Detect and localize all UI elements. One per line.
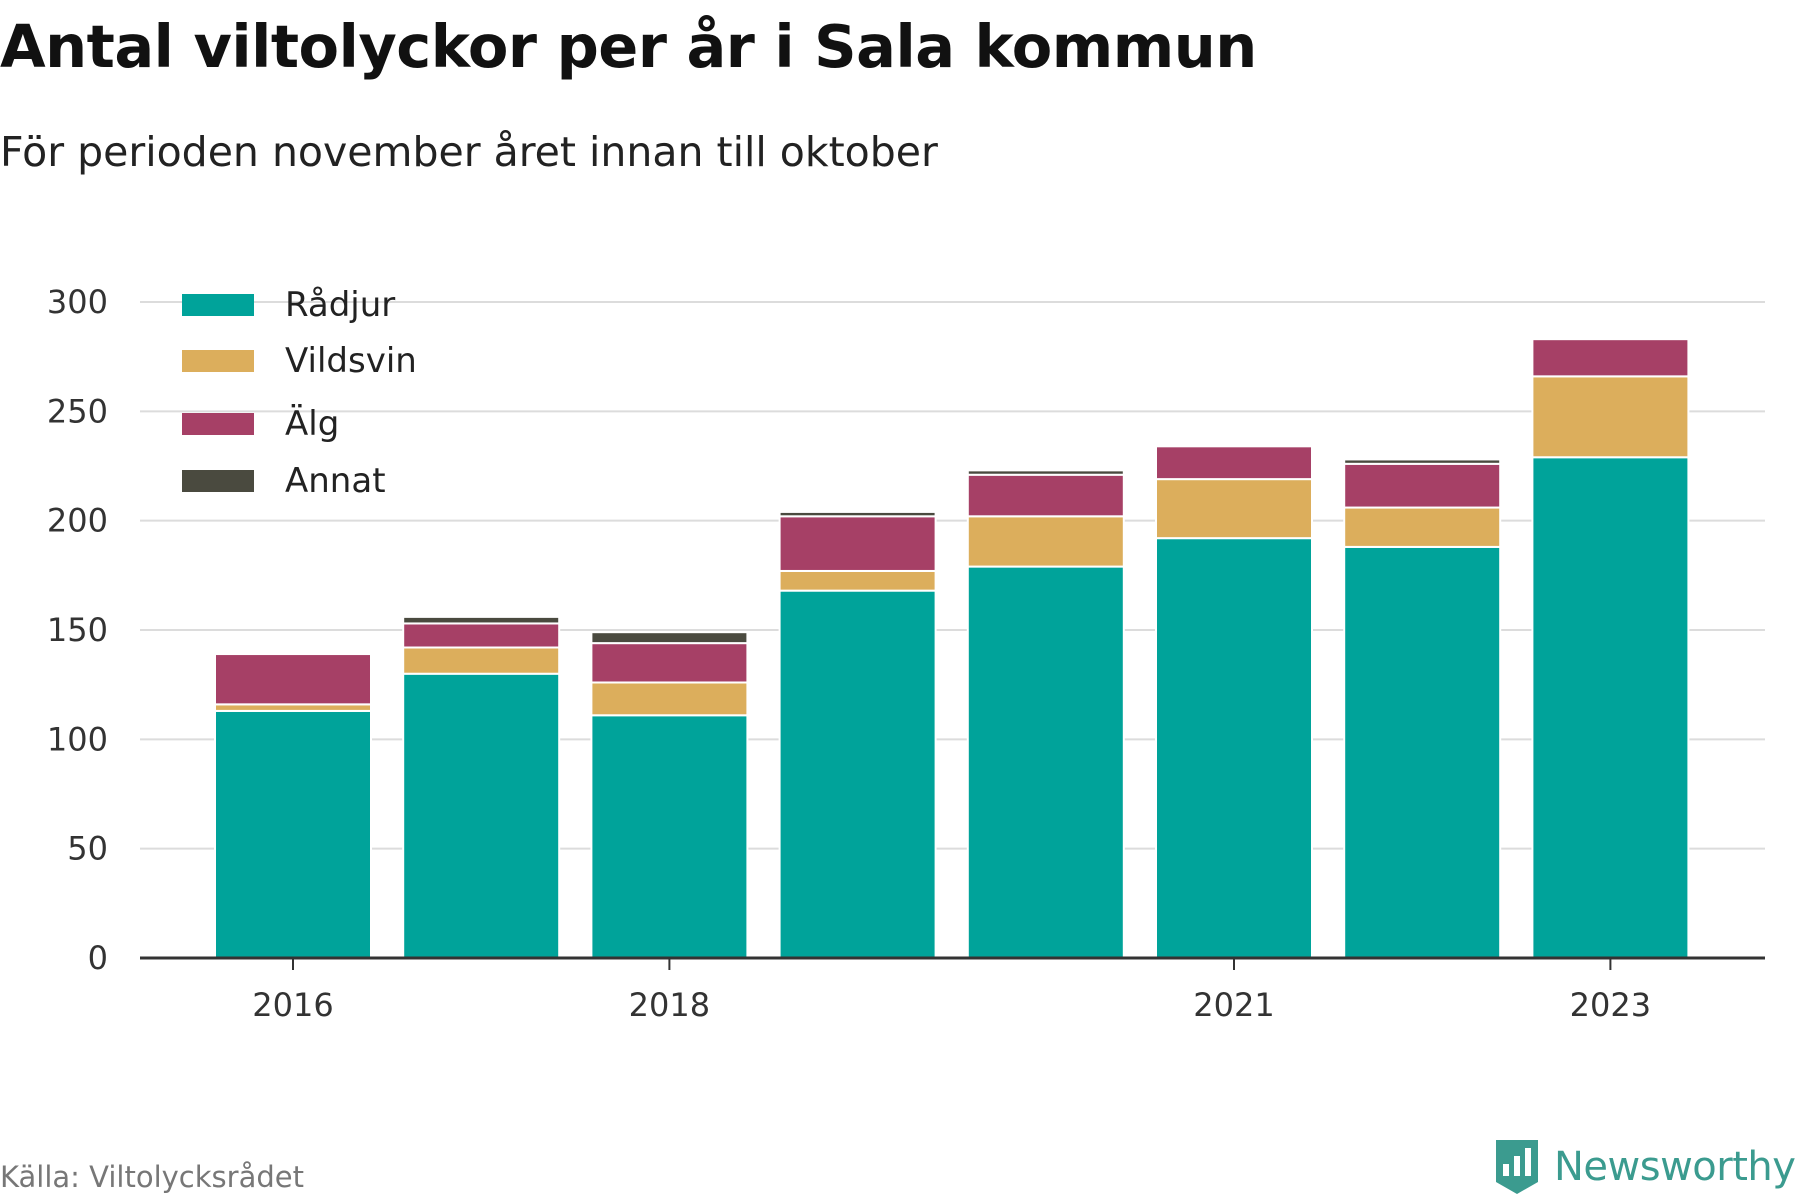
brand-name: Newsworthy xyxy=(1554,1144,1796,1190)
bar-segment xyxy=(1343,506,1502,548)
gridlines xyxy=(140,301,1765,850)
bar-segment xyxy=(1531,375,1690,459)
bar-segment xyxy=(1155,478,1313,540)
bar-segment xyxy=(778,515,937,572)
bar-segment xyxy=(1343,545,1502,959)
y-tick-label: 300 xyxy=(47,283,108,321)
legend-label: Rådjur xyxy=(285,285,395,325)
source-note: Källa: Viltolycksrådet xyxy=(0,1160,304,1194)
bars xyxy=(214,338,1690,960)
legend-swatch xyxy=(182,294,254,316)
bar-segment xyxy=(402,672,561,959)
y-tick-label: 150 xyxy=(47,611,108,649)
legend-swatch xyxy=(182,350,254,372)
x-tick-label: 2021 xyxy=(1193,986,1274,1024)
y-tick-label: 200 xyxy=(47,502,108,540)
bar-segment xyxy=(402,615,561,625)
axes: 0 50 100 150 200 250 300 2016 2018 2021 2023 xyxy=(47,283,1765,1024)
y-tick-label: 100 xyxy=(47,720,108,758)
bar-segment xyxy=(1531,456,1690,959)
bar-segment xyxy=(590,631,749,645)
bar-segment xyxy=(214,653,372,706)
y-tick-label: 250 xyxy=(47,392,108,430)
y-tick-label: 50 xyxy=(67,830,108,868)
bar-segment xyxy=(778,569,937,592)
legend-swatch xyxy=(182,413,254,435)
bar-segment xyxy=(778,510,937,518)
bar-segment xyxy=(590,642,749,684)
bar-segment xyxy=(966,515,1125,568)
legend-label: Älg xyxy=(285,404,339,444)
bar-segment xyxy=(1343,458,1502,465)
bar-segment xyxy=(1155,537,1313,959)
bar-segment xyxy=(966,473,1125,518)
chart-subtitle: För perioden november året innan till ok… xyxy=(0,128,938,176)
bar-segment xyxy=(1155,445,1313,481)
bar-segment xyxy=(966,565,1125,959)
brand-logo: Newsworthy xyxy=(1492,1138,1796,1196)
legend-label: Annat xyxy=(285,461,386,501)
bar-segment xyxy=(1343,462,1502,509)
bar-segment xyxy=(590,681,749,717)
bar-segment xyxy=(402,646,561,675)
x-tick-label: 2023 xyxy=(1570,986,1651,1024)
bar-segment xyxy=(214,709,372,960)
bar-segment xyxy=(590,714,749,960)
x-tick-label: 2016 xyxy=(252,986,333,1024)
legend-swatch xyxy=(182,470,254,492)
newsworthy-logo-icon xyxy=(1496,1140,1538,1194)
legend-label: Vildsvin xyxy=(285,341,417,381)
bar-segment xyxy=(402,622,561,649)
bar-segment xyxy=(1531,338,1690,378)
legend: Rådjur Vildsvin Älg Annat xyxy=(182,285,417,501)
y-tick-label: 0 xyxy=(88,939,108,977)
x-tick-label: 2018 xyxy=(629,986,710,1024)
bar-segment xyxy=(966,469,1125,476)
bar-segment xyxy=(778,589,937,959)
chart-title: Antal viltolyckor per år i Sala kommun xyxy=(0,12,1257,81)
